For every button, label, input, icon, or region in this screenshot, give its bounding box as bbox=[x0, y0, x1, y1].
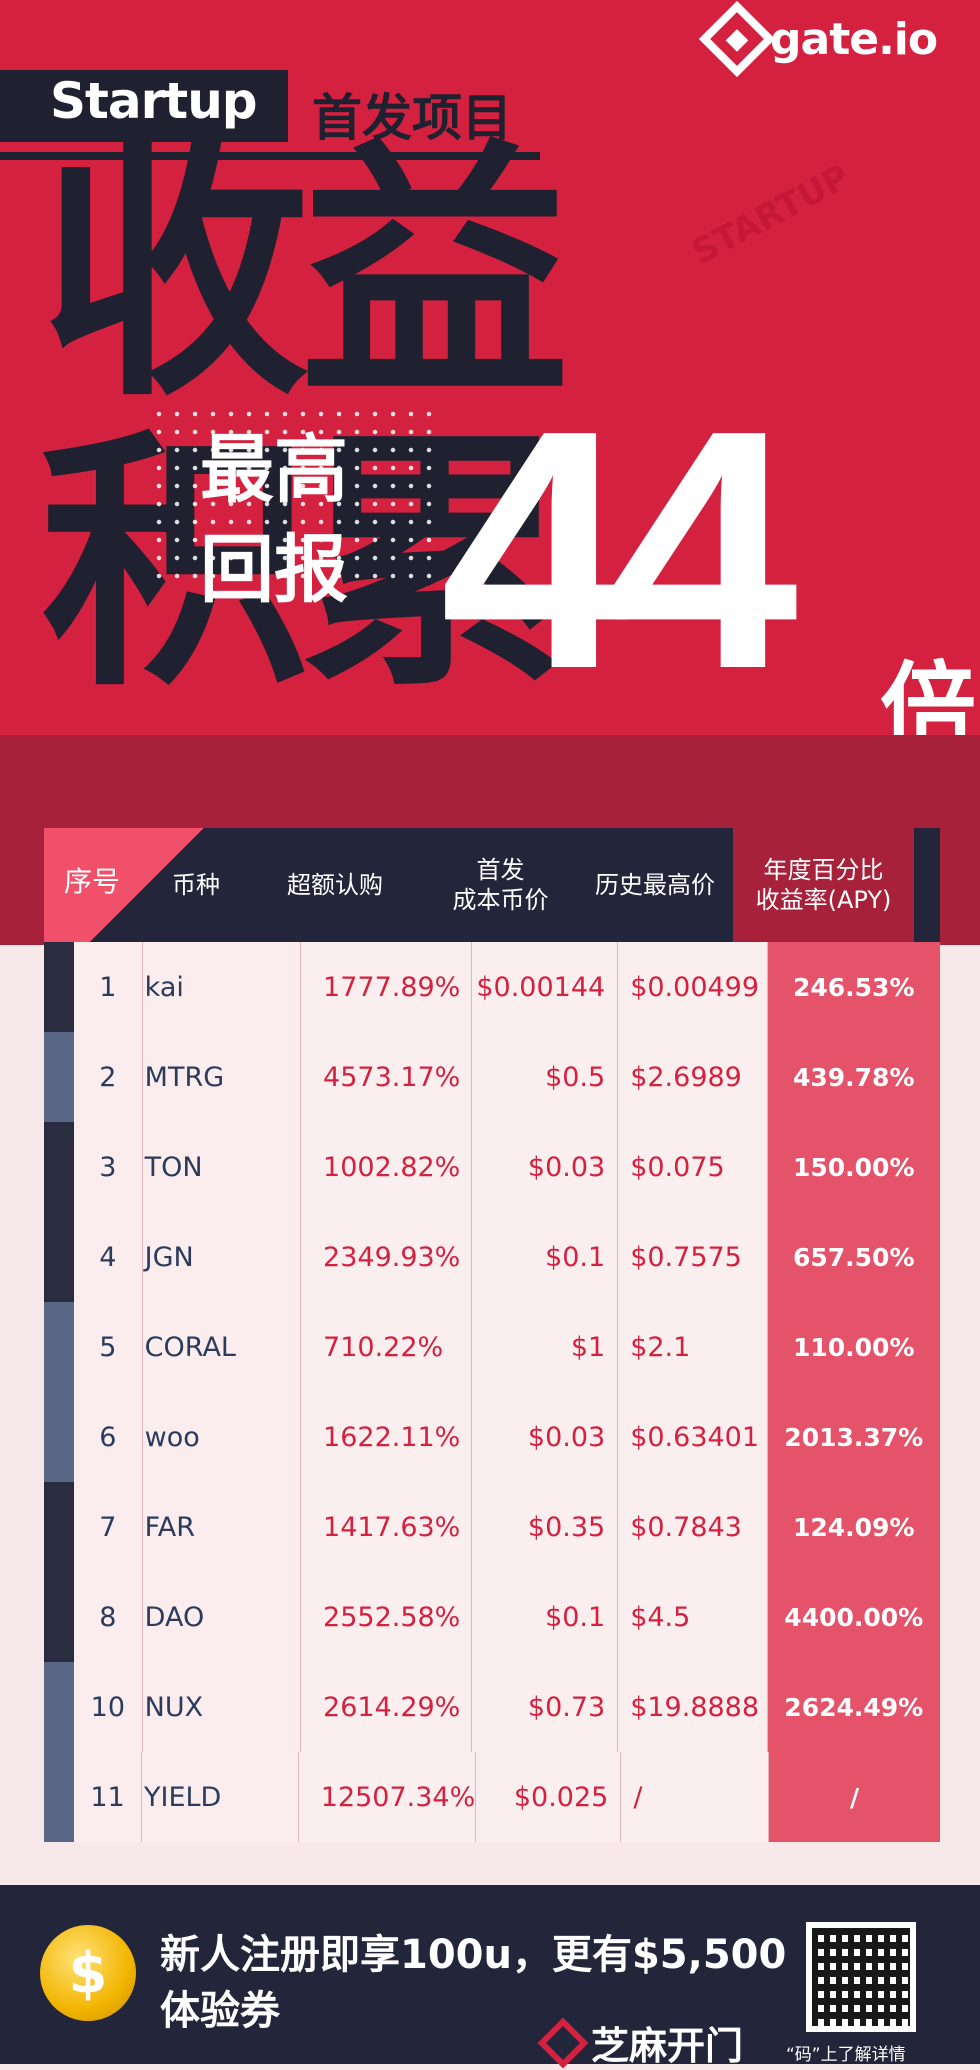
header-idx: 序号 bbox=[44, 828, 204, 988]
cell-cost: $0.35 bbox=[471, 1482, 619, 1572]
cell-oversub: 12507.34% bbox=[298, 1752, 477, 1842]
cell-oversub: 1002.82% bbox=[301, 1122, 472, 1212]
big-unit: 倍 bbox=[880, 652, 976, 740]
header-apy: 年度百分比 收益率(APY) bbox=[733, 828, 914, 942]
row-side-bar bbox=[44, 1662, 74, 1752]
cell-oversub: 1777.89% bbox=[301, 942, 472, 1032]
table-row: 3 TON 1002.82% $0.03 $0.075 150.00% bbox=[44, 1122, 941, 1212]
row-side-bar bbox=[44, 1752, 74, 1842]
headline-line1: 收益 bbox=[40, 117, 570, 432]
table-row: 8 DAO 2552.58% $0.1 $4.5 4400.00% bbox=[44, 1572, 941, 1662]
cell-coin: YIELD bbox=[141, 1752, 299, 1842]
cell-cost: $0.1 bbox=[471, 1572, 619, 1662]
qr-caption: “码”上了解详情 bbox=[786, 2045, 906, 2065]
cell-coin: TON bbox=[142, 1122, 302, 1212]
dollar-coin-icon: $ bbox=[40, 1925, 136, 2021]
header-oversub: 超额认购 bbox=[287, 871, 383, 899]
cell-apy: 124.09% bbox=[767, 1482, 941, 1572]
cell-cost: $0.00144 bbox=[471, 942, 619, 1032]
divider bbox=[0, 152, 540, 160]
cell-high: / bbox=[621, 1752, 770, 1842]
row-side-bar bbox=[44, 1482, 74, 1572]
cell-cost: $0.1 bbox=[471, 1212, 619, 1302]
cell-oversub: 4573.17% bbox=[301, 1032, 472, 1122]
table-row: 6 woo 1622.11% $0.03 $0.63401 2013.37% bbox=[44, 1392, 941, 1482]
startup-label: Startup bbox=[50, 72, 258, 130]
cell-coin: MTRG bbox=[142, 1032, 302, 1122]
cell-apy: 110.00% bbox=[767, 1302, 941, 1392]
cell-cost: $0.03 bbox=[471, 1392, 619, 1482]
cell-apy: 657.50% bbox=[767, 1212, 941, 1302]
cell-coin: JGN bbox=[142, 1212, 302, 1302]
subtitle: 首发项目 bbox=[312, 89, 512, 147]
cell-cost: $0.73 bbox=[471, 1662, 619, 1752]
cell-high: $0.7843 bbox=[618, 1482, 768, 1572]
gate-logo: gate.io bbox=[698, 0, 938, 78]
promo-line1: 新人注册即享100u，更有$5,500 bbox=[160, 1932, 787, 1978]
watermark-text: STARTUP bbox=[685, 157, 857, 273]
cell-oversub: 710.22% bbox=[301, 1302, 472, 1392]
row-side-bar bbox=[44, 1392, 74, 1482]
cell-cost: $0.5 bbox=[471, 1032, 619, 1122]
table-row: 10 NUX 2614.29% $0.73 $19.8888 2624.49% bbox=[44, 1662, 941, 1752]
max-label-2: 回报 bbox=[200, 527, 348, 613]
cell-apy: 150.00% bbox=[767, 1122, 941, 1212]
cell-high: $4.5 bbox=[618, 1572, 768, 1662]
row-side-bar bbox=[44, 1572, 74, 1662]
big-number: 44 bbox=[440, 360, 798, 740]
table-row: 7 FAR 1417.63% $0.35 $0.7843 124.09% bbox=[44, 1482, 941, 1572]
cell-high: $2.6989 bbox=[618, 1032, 768, 1122]
cell-coin: CORAL bbox=[142, 1302, 302, 1392]
dot-pattern bbox=[150, 405, 435, 585]
table-header: 序号 币种 超额认购 首发 成本币价 历史最高价 年度百分比 收益率(APY) bbox=[44, 828, 940, 988]
cell-oversub: 1417.63% bbox=[301, 1482, 472, 1572]
cell-apy: 246.53% bbox=[767, 942, 941, 1032]
cell-high: $0.00499 bbox=[618, 942, 768, 1032]
cell-apy: 439.78% bbox=[767, 1032, 941, 1122]
cell-oversub: 2552.58% bbox=[301, 1572, 472, 1662]
row-side-bar bbox=[44, 1302, 74, 1392]
cell-apy: 4400.00% bbox=[767, 1572, 941, 1662]
cell-high: $19.8888 bbox=[618, 1662, 768, 1752]
cell-coin: woo bbox=[142, 1392, 302, 1482]
cell-high: $0.7575 bbox=[618, 1212, 768, 1302]
cell-cost: $1 bbox=[471, 1302, 619, 1392]
cell-cost: $0.025 bbox=[476, 1752, 622, 1842]
header-high: 历史最高价 bbox=[595, 871, 715, 899]
hero-banner: STARTUP gate.io Startup 首发项目 收益 积累 最高 回报… bbox=[0, 0, 980, 740]
row-side-bar bbox=[44, 942, 74, 1032]
table-row: 1 kai 1777.89% $0.00144 $0.00499 246.53% bbox=[44, 942, 941, 1032]
row-side-bar bbox=[44, 1122, 74, 1212]
gate-logo-icon bbox=[698, 0, 776, 78]
qr-code[interactable] bbox=[806, 1922, 916, 2032]
startup-label-box bbox=[0, 70, 288, 142]
cell-oversub: 2349.93% bbox=[301, 1212, 472, 1302]
cell-coin: NUX bbox=[142, 1662, 302, 1752]
cell-oversub: 1622.11% bbox=[301, 1392, 472, 1482]
promo-line2: 体验券 bbox=[160, 1988, 280, 2034]
table-row: 4 JGN 2349.93% $0.1 $0.7575 657.50% bbox=[44, 1212, 941, 1302]
cell-coin: DAO bbox=[142, 1572, 302, 1662]
table-row: 2 MTRG 4573.17% $0.5 $2.6989 439.78% bbox=[44, 1032, 941, 1122]
brand-logo: 芝麻开门 bbox=[537, 2015, 743, 2070]
cell-oversub: 2614.29% bbox=[301, 1662, 472, 1752]
cell-high: $0.075 bbox=[618, 1122, 768, 1212]
cell-apy: 2624.49% bbox=[767, 1662, 941, 1752]
cell-apy: / bbox=[769, 1752, 940, 1842]
cell-coin: FAR bbox=[142, 1482, 302, 1572]
cell-coin: kai bbox=[142, 942, 302, 1032]
header-cost: 首发 成本币价 bbox=[452, 856, 549, 914]
cell-high: $0.63401 bbox=[618, 1392, 768, 1482]
brand-icon bbox=[537, 2017, 589, 2068]
table-row: 11 YIELD 12507.34% $0.025// bbox=[44, 1752, 940, 1842]
table-row: 5 CORAL 710.22% $1 $2.1 110.00% bbox=[44, 1302, 941, 1392]
row-side-bar bbox=[44, 1032, 74, 1122]
table-body: 1 kai 1777.89% $0.00144 $0.00499 246.53% 2 MTRG… bbox=[44, 942, 941, 1842]
cell-cost: $0.03 bbox=[471, 1122, 619, 1212]
startup-table: 序号 币种 超额认购 首发 成本币价 历史最高价 年度百分比 收益率(APY) … bbox=[44, 828, 941, 1842]
max-label-1: 最高 bbox=[200, 427, 348, 513]
cell-high: $2.1 bbox=[618, 1302, 768, 1392]
row-side-bar bbox=[44, 1212, 74, 1302]
cell-apy: 2013.37% bbox=[767, 1392, 941, 1482]
